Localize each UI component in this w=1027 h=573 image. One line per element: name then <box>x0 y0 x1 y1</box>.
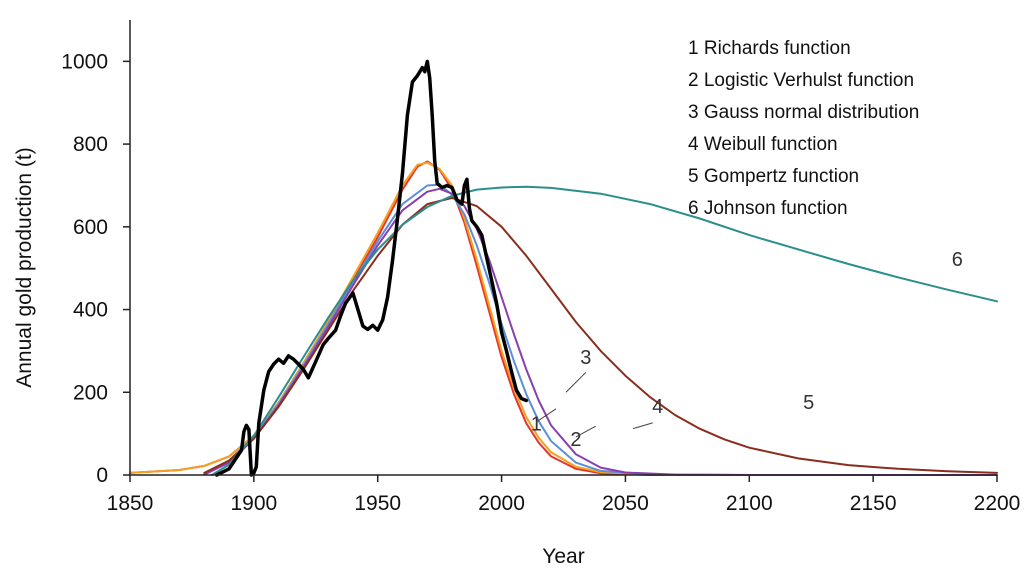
y-tick-label: 200 <box>73 381 108 404</box>
y-tick-label: 400 <box>73 299 108 322</box>
curve-label-2: 2 <box>570 429 581 451</box>
x-tick-label: 1850 <box>107 492 154 515</box>
curve-label-leader <box>565 372 587 393</box>
legend-entry: 2 Logistic Verhulst function <box>688 70 914 91</box>
x-tick-label: 2200 <box>974 492 1021 515</box>
legend-entry: 5 Gompertz function <box>688 166 859 187</box>
series-line-3 <box>203 183 998 476</box>
legend-entry: 3 Gauss normal distribution <box>688 102 919 123</box>
y-tick-label: 1000 <box>61 50 108 73</box>
curves-layer <box>129 59 998 477</box>
x-axis-title: Year <box>542 545 584 568</box>
legend-entry: 4 Weibull function <box>688 134 838 155</box>
x-tick-label: 2000 <box>478 492 525 515</box>
curve-label-6: 6 <box>952 249 963 271</box>
curve-label-3: 3 <box>580 347 591 369</box>
x-tick-label: 2050 <box>602 492 649 515</box>
legend-entry: 1 Richards function <box>688 38 851 59</box>
axes-layer <box>129 20 997 476</box>
x-tick-label: 2150 <box>850 492 897 515</box>
curve-label-1: 1 <box>531 413 542 435</box>
observed-production-line <box>214 59 529 477</box>
x-tick-label: 1900 <box>230 492 277 515</box>
curve-label-4: 4 <box>652 396 663 418</box>
legend-entry: 6 Johnson function <box>688 198 848 219</box>
y-axis-title: Annual gold production (t) <box>13 147 36 388</box>
y-tick-label: 600 <box>73 216 108 239</box>
curve-label-5: 5 <box>803 392 814 414</box>
series-line-6 <box>210 185 998 476</box>
legend: 1 Richards function 2 Logistic Verhulst f… <box>688 38 919 219</box>
series-line-5 <box>203 196 998 474</box>
y-tick-label: 0 <box>96 464 108 487</box>
curve-labels-layer: 1 2 3 4 5 6 <box>531 249 963 451</box>
curve-label-leader <box>575 425 596 438</box>
curve-label-leader <box>535 408 557 423</box>
y-tick-label: 800 <box>73 133 108 156</box>
x-tick-label: 2100 <box>726 492 773 515</box>
ticks-layer: 1850 1900 1950 2000 2050 2100 2150 2200 0 200 400 6… <box>61 50 1020 515</box>
x-tick-label: 1950 <box>354 492 401 515</box>
curve-label-leader <box>632 422 653 430</box>
